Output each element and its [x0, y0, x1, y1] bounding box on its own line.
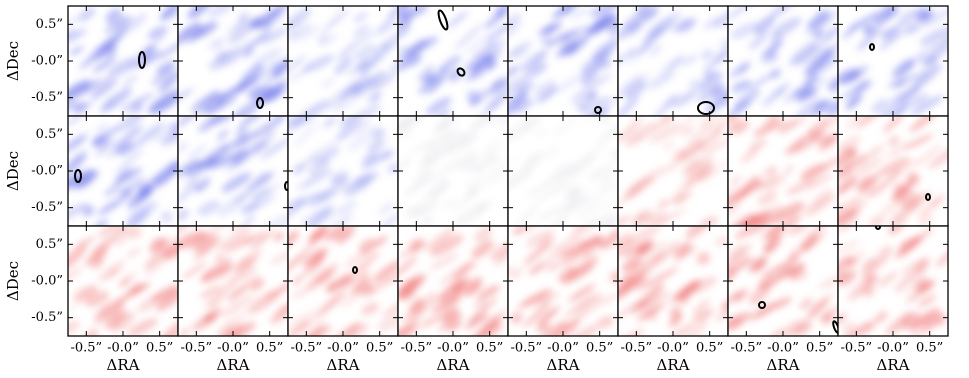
y-tick-label: -0.5”: [31, 200, 63, 215]
panel-image: [386, 104, 516, 229]
x-tick-label: -0.5”: [70, 341, 102, 356]
panel-image: [502, 216, 630, 348]
panel-image: [54, 103, 186, 235]
x-tick-label: -0.5”: [840, 341, 872, 356]
y-tick-label: -0.0”: [31, 54, 63, 69]
x-axis-label: ΔRA: [107, 356, 140, 374]
y-axis-label: ΔDec: [4, 151, 22, 191]
x-tick-label: -0.5”: [180, 341, 212, 356]
panel-image: [275, 0, 412, 127]
x-axis-label: ΔRA: [657, 356, 690, 374]
x-tick-label: -0.0”: [877, 341, 909, 356]
panel-image: [382, 224, 519, 347]
x-tick-label: 0.5”: [146, 341, 173, 356]
x-tick-label: 0.5”: [916, 341, 943, 356]
x-tick-label: -0.0”: [767, 341, 799, 356]
x-tick-label: -0.0”: [437, 341, 469, 356]
y-tick-label: -0.5”: [31, 90, 63, 105]
y-tick-label: -0.0”: [31, 164, 63, 179]
x-tick-label: 0.5”: [806, 341, 833, 356]
panel-image: [276, 218, 415, 348]
x-axis-label: ΔRA: [767, 356, 800, 374]
y-tick-label: 0.5”: [36, 17, 63, 32]
panel-image: [607, 0, 740, 122]
x-tick-label: 0.5”: [366, 341, 393, 356]
x-tick-label: -0.0”: [327, 341, 359, 356]
y-axis-label: ΔDec: [4, 261, 22, 301]
x-tick-label: -0.0”: [547, 341, 579, 356]
panel-image: [724, 0, 850, 130]
x-tick-label: -0.5”: [290, 341, 322, 356]
panel-image: [166, 216, 305, 348]
x-tick-label: -0.5”: [510, 341, 542, 356]
x-axis-label: ΔRA: [217, 356, 250, 374]
panel-image: [383, 0, 516, 124]
y-tick-label: 0.5”: [36, 237, 63, 252]
x-tick-label: 0.5”: [476, 341, 503, 356]
panel-image: [172, 102, 301, 234]
x-tick-label: -0.0”: [107, 341, 139, 356]
panel-image: [824, 216, 956, 342]
y-tick-label: 0.5”: [36, 127, 63, 142]
x-tick-label: -0.5”: [620, 341, 652, 356]
panel-image: [499, 104, 628, 241]
panel-image: [833, 1, 962, 123]
panel-image: [162, 0, 298, 127]
panel-image: [608, 108, 736, 234]
x-tick-label: -0.0”: [217, 341, 249, 356]
panel-image: [825, 103, 959, 235]
panel-image: [53, 219, 194, 347]
x-axis-label: ΔRA: [547, 356, 580, 374]
x-tick-label: -0.5”: [730, 341, 762, 356]
panel-image: [493, 0, 627, 126]
x-tick-label: -0.5”: [400, 341, 432, 356]
y-axis-label: ΔDec: [4, 41, 22, 81]
panel-image: [712, 213, 846, 343]
x-axis-label: ΔRA: [437, 356, 470, 374]
x-axis-label: ΔRA: [327, 356, 360, 374]
y-tick-label: -0.5”: [31, 310, 63, 325]
x-tick-label: 0.5”: [586, 341, 613, 356]
y-tick-label: -0.0”: [31, 274, 63, 289]
x-tick-label: -0.0”: [657, 341, 689, 356]
x-tick-label: 0.5”: [696, 341, 723, 356]
x-axis-label: ΔRA: [877, 356, 910, 374]
panel-image: [57, 0, 189, 118]
x-tick-label: 0.5”: [256, 341, 283, 356]
panel-image: [604, 213, 742, 348]
